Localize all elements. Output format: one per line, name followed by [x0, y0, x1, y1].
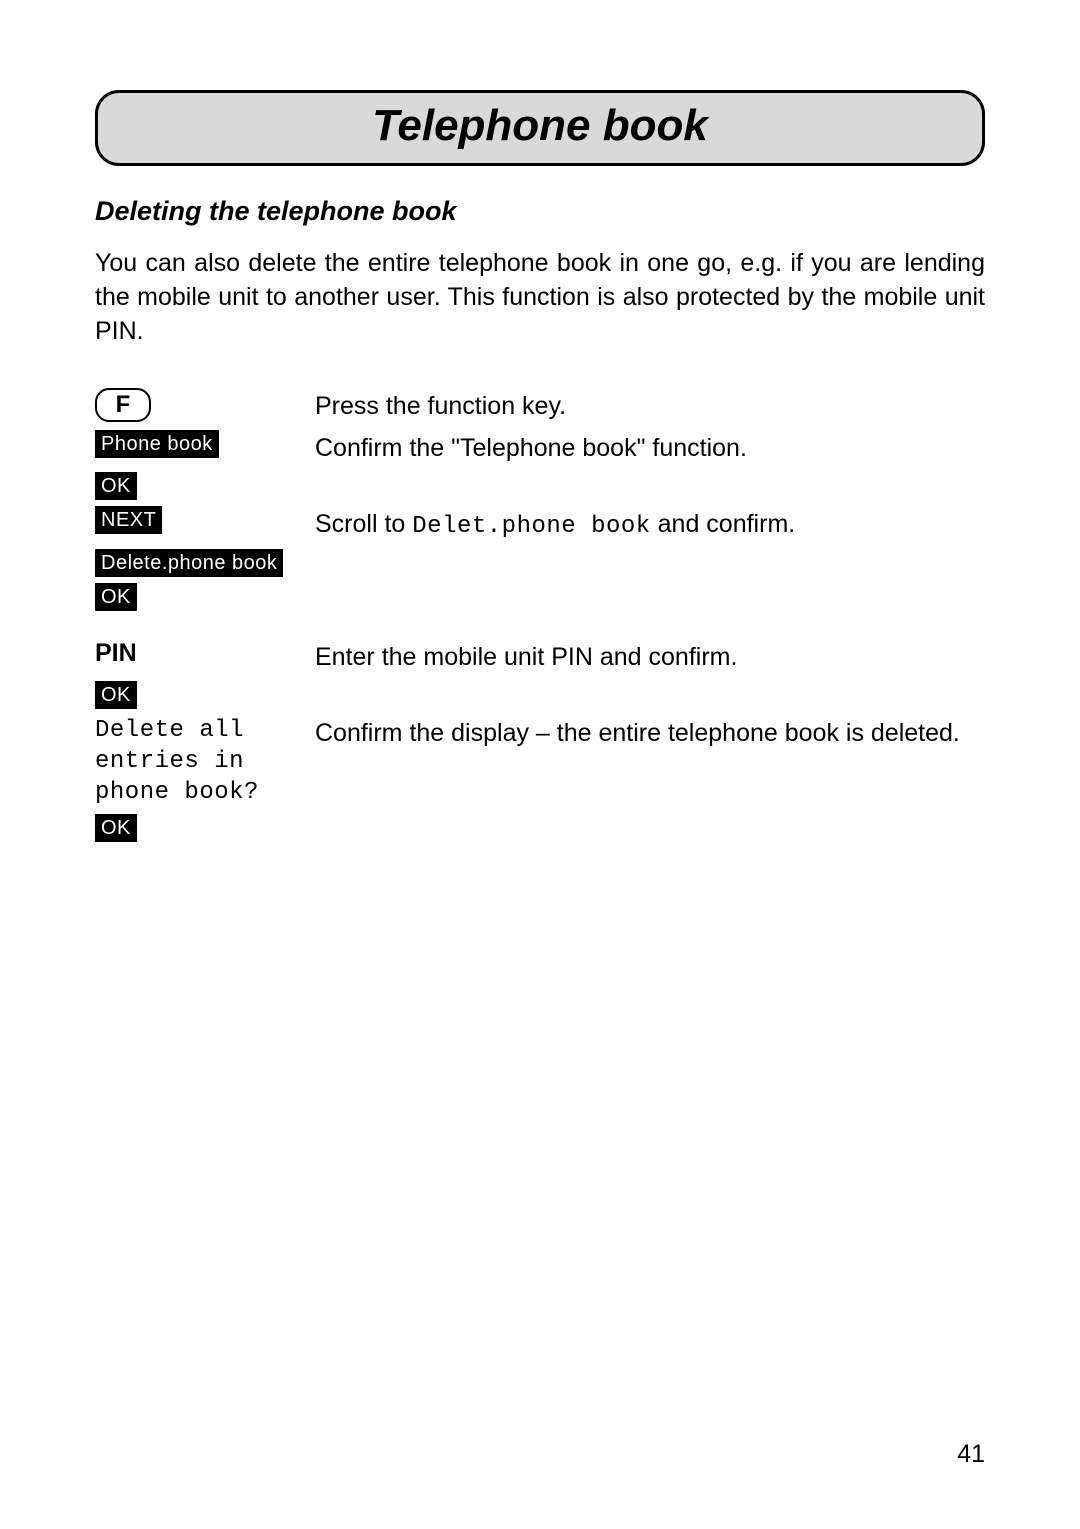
ok-label: OK — [95, 681, 137, 709]
step-row-pin: PIN Enter the mobile unit PIN and confir… — [95, 639, 985, 675]
step-description — [315, 583, 985, 585]
page-number: 41 — [957, 1440, 985, 1469]
step-row-ok: OK — [95, 472, 985, 500]
pin-label: PIN — [95, 639, 137, 668]
step-row-delete-option: Delete.phone book — [95, 549, 985, 577]
text-pre: Scroll to — [315, 510, 412, 538]
chapter-title-box: Telephone book — [95, 90, 985, 166]
step-left: OK — [95, 814, 315, 842]
ok-label: OK — [95, 583, 137, 611]
step-row-function-key: F Press the function key. — [95, 388, 985, 424]
spacer — [95, 617, 985, 639]
menu-label-delete-phonebook: Delete.phone book — [95, 549, 283, 577]
step-left: F — [95, 388, 315, 422]
step-description — [315, 472, 985, 474]
step-description: Enter the mobile unit PIN and confirm. — [315, 639, 985, 675]
step-row-next: NEXT Scroll to Delet.phone book and conf… — [95, 506, 985, 543]
step-description: Press the function key. — [315, 388, 985, 424]
step-row-phonebook: Phone book Confirm the "Telephone book" … — [95, 430, 985, 466]
manual-page: Telephone book Deleting the telephone bo… — [0, 0, 1080, 1529]
step-description — [315, 549, 985, 551]
step-description: Confirm the "Telephone book" function. — [315, 430, 985, 466]
text-post: and confirm. — [651, 510, 796, 538]
procedure-steps: F Press the function key. Phone book Con… — [95, 388, 985, 848]
display-text: Delet.phone book — [412, 513, 650, 540]
step-left: Phone book — [95, 430, 315, 458]
step-left: PIN — [95, 639, 315, 668]
next-label: NEXT — [95, 506, 162, 534]
section-heading: Deleting the telephone book — [95, 196, 985, 227]
step-description — [315, 814, 985, 816]
ok-label: OK — [95, 814, 137, 842]
step-row-ok: OK — [95, 681, 985, 709]
step-left: Delete all entries in phone book? — [95, 715, 315, 809]
menu-label-phonebook: Phone book — [95, 430, 219, 458]
step-description: Confirm the display – the entire telepho… — [315, 715, 985, 751]
step-description — [315, 681, 985, 683]
step-left: OK — [95, 472, 315, 500]
display-prompt: Delete all entries in phone book? — [95, 715, 259, 809]
step-left: OK — [95, 681, 315, 709]
step-row-confirm-display: Delete all entries in phone book? Confir… — [95, 715, 985, 809]
step-left: NEXT — [95, 506, 315, 534]
chapter-title: Telephone book — [98, 101, 982, 151]
step-left: Delete.phone book — [95, 549, 315, 577]
step-left: OK — [95, 583, 315, 611]
ok-label: OK — [95, 472, 137, 500]
step-row-ok: OK — [95, 814, 985, 842]
step-row-ok: OK — [95, 583, 985, 611]
function-key-icon: F — [95, 388, 151, 422]
step-description: Scroll to Delet.phone book and confirm. — [315, 506, 985, 543]
intro-paragraph: You can also delete the entire telephone… — [95, 247, 985, 348]
